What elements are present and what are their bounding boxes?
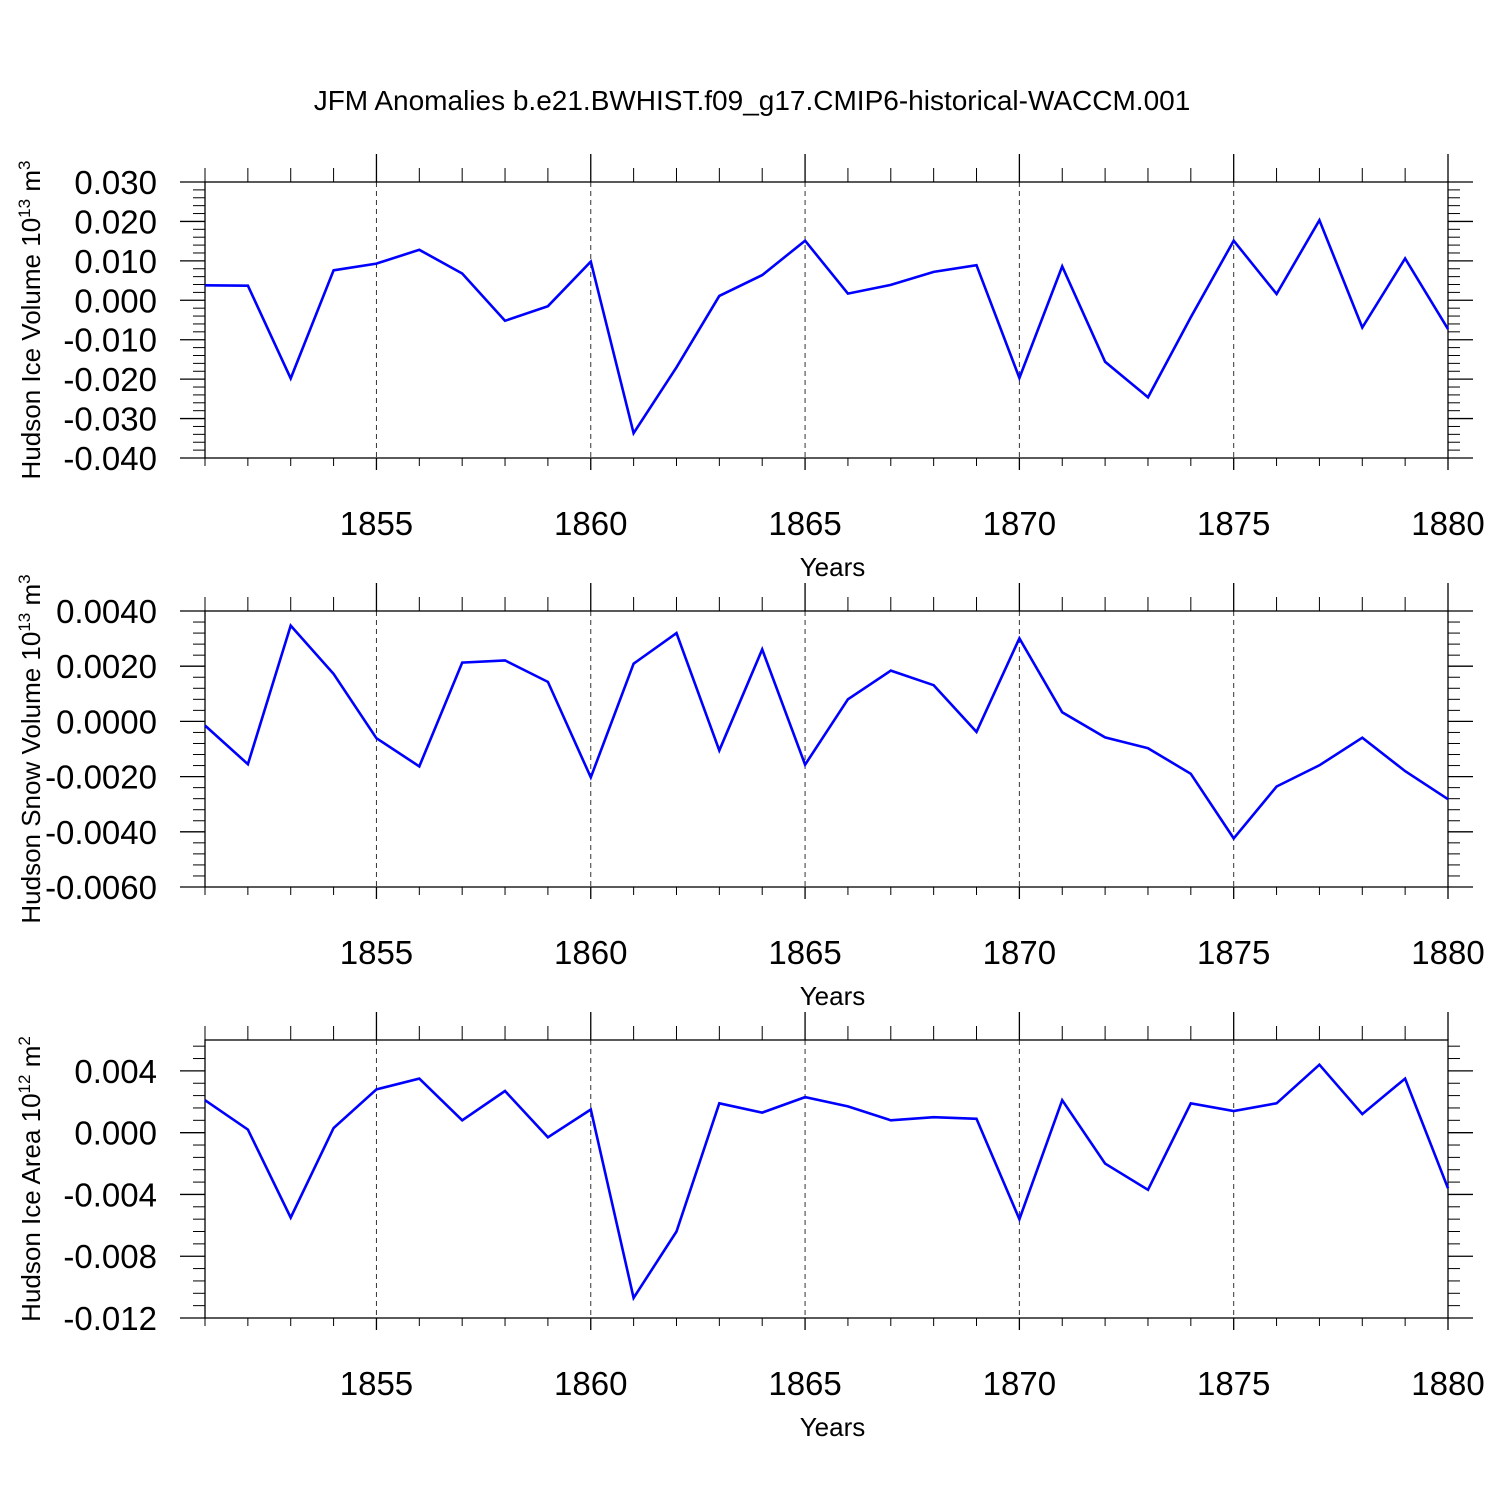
x-axis-label: Years bbox=[800, 981, 866, 1011]
y-label-unit: m bbox=[16, 1046, 46, 1075]
y-tick-label: -0.0060 bbox=[45, 869, 157, 906]
y-tick-label: 0.000 bbox=[74, 1115, 157, 1152]
x-tick-label: 1880 bbox=[1411, 1365, 1484, 1402]
chart-panel-snow_volume: 1855 1860 1865 1870 1875 1880 -0.0060 -0.0040 -0… bbox=[15, 574, 1485, 1011]
x-tick-label: 1875 bbox=[1197, 1365, 1270, 1402]
y-label-base: Hudson Snow Volume 10 bbox=[16, 632, 46, 924]
panels: 1855 1860 1865 1870 1875 1880-0.040-0.030-0.0… bbox=[15, 154, 1485, 1442]
y-label-unit-exponent: 3 bbox=[15, 161, 34, 170]
y-tick-label: 0.030 bbox=[74, 164, 157, 201]
x-tick-label: 1855 bbox=[340, 505, 413, 542]
plot-frame bbox=[204, 181, 1449, 459]
y-tick-label: -0.030 bbox=[63, 401, 157, 438]
y-tick-label: -0.004 bbox=[63, 1176, 157, 1213]
x-tick-label: 1880 bbox=[1411, 934, 1484, 971]
y-tick-label: -0.040 bbox=[63, 440, 157, 477]
x-tick-label: 1865 bbox=[768, 934, 841, 971]
y-tick-label: 0.000 bbox=[74, 282, 157, 319]
y-tick-label: -0.008 bbox=[63, 1238, 157, 1275]
x-tick-label: 1855 bbox=[340, 1365, 413, 1402]
y-label-unit: m bbox=[16, 170, 46, 199]
y-label-unit-exponent: 2 bbox=[15, 1036, 34, 1045]
x-tick-label: 1880 bbox=[1411, 505, 1484, 542]
x-tick-label: 1860 bbox=[554, 1365, 627, 1402]
y-label-exponent: 13 bbox=[15, 199, 34, 218]
series-line-snow_volume bbox=[204, 623, 1449, 841]
y-label-base: Hudson Ice Area 10 bbox=[16, 1093, 46, 1321]
y-tick-label: 0.0000 bbox=[56, 703, 157, 740]
y-label-exponent: 12 bbox=[15, 1075, 34, 1094]
y-label-unit-exponent: 3 bbox=[15, 574, 34, 583]
x-axis-label: Years bbox=[800, 1412, 866, 1442]
plot-frame bbox=[204, 610, 1449, 888]
x-tick-label: 1860 bbox=[554, 505, 627, 542]
y-tick-label: -0.020 bbox=[63, 361, 157, 398]
chart-panel-ice_area: 1855 1860 1865 1870 1875 1880 -0.012 -0.008 -0.0… bbox=[15, 1012, 1485, 1442]
y-tick-label: 0.0040 bbox=[56, 593, 157, 630]
x-tick-label: 1855 bbox=[340, 934, 413, 971]
figure-title: JFM Anomalies b.e21.BWHIST.f09_g17.CMIP6… bbox=[314, 85, 1191, 116]
y-tick-label: 0.020 bbox=[74, 203, 157, 240]
y-tick-label: -0.012 bbox=[63, 1300, 157, 1337]
x-tick-label: 1870 bbox=[983, 934, 1056, 971]
y-label-exponent: 13 bbox=[15, 613, 34, 632]
x-tick-label: 1870 bbox=[983, 1365, 1056, 1402]
y-tick-label: 0.0020 bbox=[56, 648, 157, 685]
x-tick-label: 1870 bbox=[983, 505, 1056, 542]
y-axis-label: Hudson Ice Area 1012 m2 bbox=[15, 1036, 46, 1322]
y-axis-label: Hudson Ice Volume 1013 m3 bbox=[15, 161, 46, 480]
y-tick-label: 0.004 bbox=[74, 1053, 157, 1090]
x-tick-label: 1860 bbox=[554, 934, 627, 971]
chart-panel-ice_volume: 1855 1860 1865 1870 1875 1880-0.040-0.030-0.0… bbox=[15, 154, 1485, 582]
series-line-ice_volume bbox=[204, 217, 1450, 437]
y-label-base: Hudson Ice Volume 10 bbox=[16, 218, 46, 480]
x-axis-label: Years bbox=[800, 552, 866, 582]
x-tick-label: 1875 bbox=[1197, 934, 1270, 971]
y-tick-label: -0.0040 bbox=[45, 814, 157, 851]
plot-frame bbox=[204, 1039, 1449, 1319]
y-tick-label: 0.010 bbox=[74, 243, 157, 280]
series-line-ice_area bbox=[204, 1062, 1450, 1302]
x-tick-label: 1865 bbox=[768, 505, 841, 542]
y-tick-label: -0.0020 bbox=[45, 759, 157, 796]
x-tick-label: 1875 bbox=[1197, 505, 1270, 542]
x-tick-label: 1865 bbox=[768, 1365, 841, 1402]
y-tick-label: -0.010 bbox=[63, 322, 157, 359]
y-axis-label: Hudson Snow Volume 1013 m3 bbox=[15, 574, 46, 923]
y-label-unit: m bbox=[16, 584, 46, 613]
